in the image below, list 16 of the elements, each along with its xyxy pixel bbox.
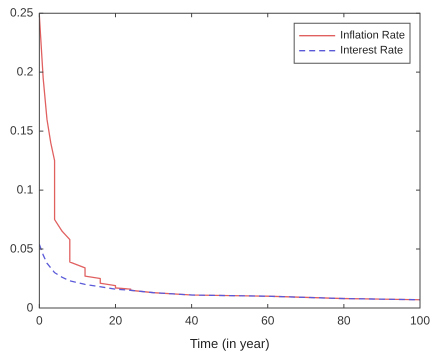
y-tick-label: 0.25 [10, 6, 34, 20]
x-tick-label: 0 [36, 314, 44, 328]
x-tick-label: 20 [108, 314, 122, 328]
y-tick-label: 0.15 [10, 123, 34, 138]
x-axis-title: Time (in year) [190, 336, 270, 351]
y-tick-label: 0.2 [16, 64, 34, 78]
legend-label: Inflation Rate [340, 30, 406, 42]
line-series [39, 244, 420, 300]
y-tick-label: 0.1 [16, 182, 34, 196]
x-tick-label: 80 [337, 314, 351, 328]
y-tick-label: 0.05 [10, 241, 34, 256]
x-tick-label: 40 [184, 314, 199, 328]
x-tick-label: 100 [410, 314, 430, 328]
y-tick-label: 0 [26, 300, 34, 314]
legend-label: Interest Rate [340, 44, 404, 57]
x-tick-label: 60 [261, 314, 275, 328]
